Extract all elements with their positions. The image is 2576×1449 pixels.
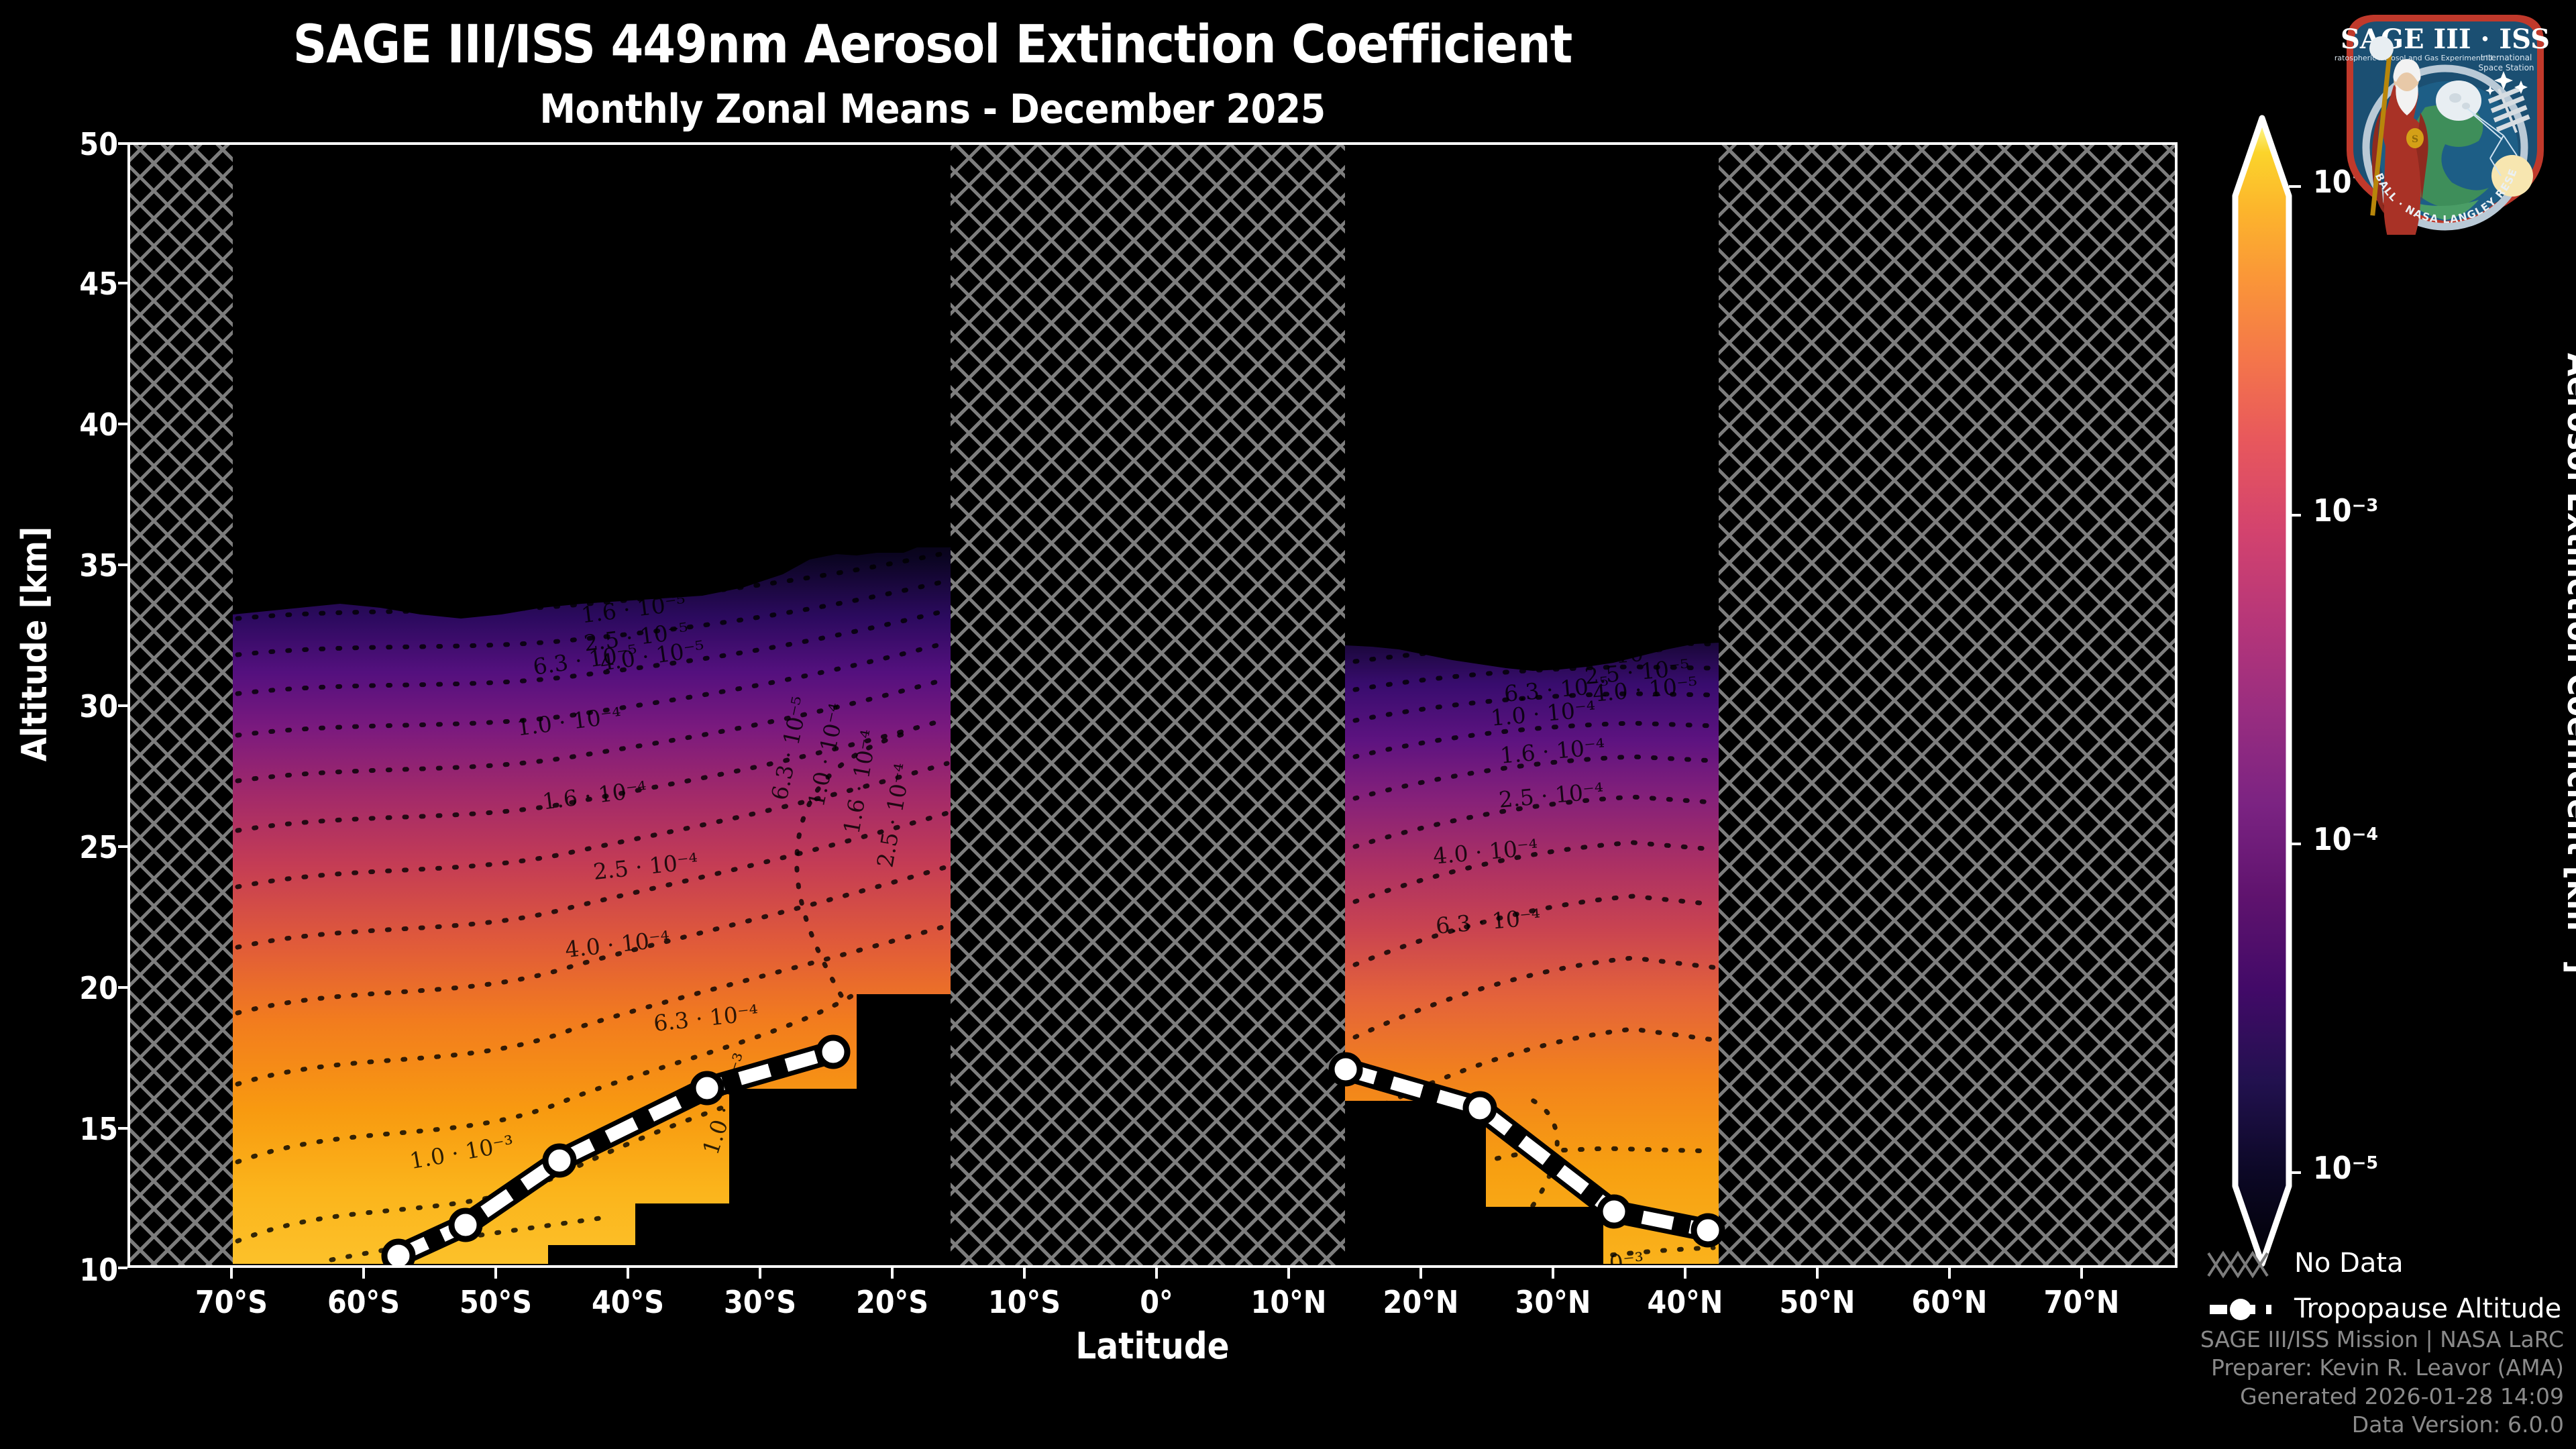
xtick-label: 70°S [195, 1284, 268, 1320]
xtick-label: 20°S [855, 1284, 929, 1320]
xtick-label: 60°N [1911, 1284, 1988, 1320]
xtick-label: 70°N [2043, 1284, 2120, 1320]
xtick-mark [1948, 1268, 1951, 1279]
footer-line-version: Data Version: 6.0.0 [2351, 1411, 2564, 1438]
logo-iss [2487, 86, 2530, 133]
xtick-label: 30°N [1515, 1284, 1591, 1320]
ytick-label: 50 [79, 126, 118, 162]
x-axis-label: Latitude [1075, 1325, 1230, 1367]
ytick-mark [118, 282, 127, 284]
ytick-mark [118, 564, 127, 566]
footer-line-mission: SAGE III/ISS Mission | NASA LaRC [2200, 1326, 2564, 1352]
xtick-mark [1287, 1268, 1290, 1279]
sage-iii-iss-logo: SAGE III · ISS Stratospheric Aerosol and… [2327, 0, 2556, 249]
colorbar-tick-label: 10⁻³ [2313, 492, 2379, 529]
ytick-mark [118, 845, 127, 848]
ytick-mark [118, 1267, 127, 1269]
xtick-label: 30°S [723, 1284, 797, 1320]
xtick-mark [230, 1268, 233, 1279]
legend-item-tropopause: Tropopause Altitude [2207, 1290, 2561, 1328]
logo-stars [2485, 71, 2528, 95]
xtick-mark [494, 1268, 497, 1279]
xtick-label: 60°S [327, 1284, 400, 1320]
xtick-mark [1552, 1268, 1554, 1279]
plot-canvas: 1.6 · 10⁻⁵ 2.5 · 10⁻⁵ 6.3 · 10⁻⁵ 4.0 · 1… [130, 145, 2175, 1265]
xtick-label: 40°S [591, 1284, 665, 1320]
xtick-mark [1419, 1268, 1422, 1279]
xtick-label: 50°N [1779, 1284, 1856, 1320]
page-subtitle: Monthly Zonal Means - December 2025 [539, 86, 1326, 133]
colorbar-tick [2289, 1171, 2301, 1174]
ytick-label: 45 [79, 266, 118, 302]
no-data-region-left [130, 145, 233, 1265]
tropopause-line-icon [2210, 1299, 2271, 1320]
xtick-label: 10°S [987, 1284, 1061, 1320]
page-title: SAGE III/ISS 449nm Aerosol Extinction Co… [292, 15, 1573, 75]
ytick-label: 30 [79, 688, 118, 724]
colorbar-tick [2289, 514, 2301, 517]
y-axis-label: Altitude [km] [15, 526, 55, 762]
ytick-label: 35 [79, 547, 118, 584]
ytick-mark [118, 423, 127, 425]
xtick-label: 40°N [1647, 1284, 1723, 1320]
xtick-mark [759, 1268, 761, 1279]
legend-label-no-data: No Data [2294, 1248, 2404, 1279]
no-data-region-center [951, 145, 1345, 1265]
colorbar-gradient [2232, 115, 2292, 1267]
ytick-mark [118, 986, 127, 989]
ytick-mark [118, 142, 127, 145]
ytick-label: 40 [79, 407, 118, 443]
logo-subtitle-left: Stratospheric Aerosol and Gas Experiment… [2334, 54, 2492, 62]
legend-item-no-data: No Data [2207, 1244, 2561, 1282]
logo-subtitle-right-2: Space Station [2478, 63, 2534, 72]
xtick-label: 20°N [1383, 1284, 1459, 1320]
footer-credits: SAGE III/ISS Mission | NASA LaRC Prepare… [2200, 1326, 2564, 1440]
xtick-label: 50°S [459, 1284, 533, 1320]
logo-subtitle-right-1: International [2481, 53, 2532, 62]
colorbar-tick-label: 10⁻⁴ [2313, 821, 2379, 857]
legend: No Data Tropopause Altitude [2207, 1244, 2561, 1336]
xtick-mark [362, 1268, 365, 1279]
no-data-hatch-icon [2207, 1250, 2269, 1279]
ytick-mark [118, 704, 127, 707]
footer-line-preparer: Preparer: Kevin R. Leavor (AMA) [2211, 1354, 2564, 1381]
xtick-label: 10°N [1250, 1284, 1327, 1320]
colorbar-label: Aerosol Extinction Coefficient [km⁻¹] [2560, 353, 2576, 974]
ytick-label: 25 [79, 829, 118, 865]
ytick-mark [118, 1127, 127, 1130]
xtick-mark [1816, 1268, 1819, 1279]
xtick-mark [1023, 1268, 1026, 1279]
ytick-label: 10 [79, 1252, 118, 1288]
colorbar-tick [2289, 843, 2301, 845]
xtick-mark [2080, 1268, 2083, 1279]
xtick-mark [1684, 1268, 1686, 1279]
legend-label-tropopause: Tropopause Altitude [2294, 1293, 2562, 1324]
svg-text:S: S [2412, 134, 2418, 145]
xtick-label: 0° [1140, 1284, 1173, 1320]
no-data-region-right [1719, 145, 2175, 1265]
ytick-label: 20 [79, 970, 118, 1006]
xtick-mark [1155, 1268, 1158, 1279]
logo-sun [2491, 155, 2533, 197]
xtick-mark [627, 1268, 629, 1279]
colorbar[interactable]: 10⁻² 10⁻³ 10⁻⁴ 10⁻⁵ [2232, 115, 2379, 1267]
ytick-label: 15 [79, 1111, 118, 1147]
plot-area: 1.6 · 10⁻⁵ 2.5 · 10⁻⁵ 6.3 · 10⁻⁵ 4.0 · 1… [127, 142, 2178, 1268]
colorbar-tick [2289, 185, 2301, 188]
xtick-mark [891, 1268, 894, 1279]
colorbar-tick-label: 10⁻⁵ [2313, 1150, 2379, 1186]
footer-line-generated: Generated 2026-01-28 14:09 [2240, 1383, 2564, 1409]
logo-atlas-figure: S [2369, 36, 2428, 249]
